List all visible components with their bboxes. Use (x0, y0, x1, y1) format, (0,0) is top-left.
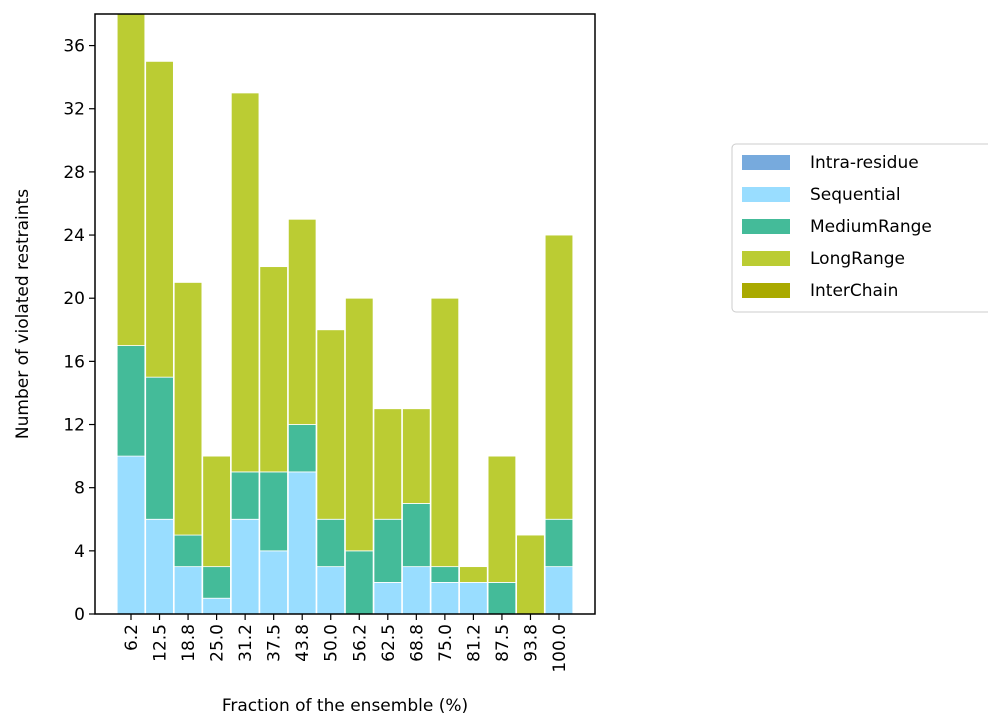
bar-segment (230, 471, 260, 520)
x-tick-label: 31.2 (236, 624, 256, 662)
bar-segment (316, 566, 345, 615)
y-tick-label: 28 (63, 163, 85, 183)
x-tick-label: 18.8 (179, 624, 199, 662)
y-tick-label: 16 (63, 352, 85, 372)
bar-segment (544, 518, 574, 568)
bar-segment (373, 408, 403, 520)
bar-segment (402, 566, 431, 615)
x-axis-label: Fraction of the ensemble (%) (222, 696, 468, 716)
x-tick-label: 37.5 (265, 624, 285, 662)
bar-segment (259, 471, 288, 552)
bar-segment (287, 218, 317, 425)
bar-segment (173, 566, 203, 615)
x-tick-label: 81.2 (464, 624, 484, 662)
bar-segment (202, 597, 231, 615)
bar-segment (145, 376, 174, 520)
bar-segment (316, 518, 345, 568)
plot-frame (94, 13, 596, 615)
bar-segment (230, 518, 260, 615)
bar-segment (345, 297, 374, 552)
x-tick-label: 62.5 (379, 624, 399, 662)
bar-segment (145, 518, 174, 615)
bar-segment (487, 455, 517, 583)
x-tick-label: 25.0 (208, 624, 228, 662)
x-tick-label: 68.8 (407, 624, 427, 662)
legend-swatch (742, 155, 790, 170)
bar-segment (116, 13, 146, 346)
bar-segment (173, 282, 203, 536)
bar-segment (430, 566, 460, 583)
bar-segment (402, 503, 431, 568)
bar-segment (259, 550, 288, 615)
x-tick-label: 43.8 (293, 624, 313, 662)
x-tick-label: 75.0 (436, 624, 456, 662)
legend-swatch (742, 219, 790, 234)
bar-segment (487, 582, 517, 615)
bar-segment (459, 582, 488, 615)
bar-segment (173, 534, 203, 568)
y-tick-label: 32 (63, 100, 85, 120)
y-tick-label: 20 (63, 289, 85, 309)
bar-segment (202, 566, 231, 599)
legend-swatch (742, 251, 790, 266)
legend-label: MediumRange (810, 217, 932, 237)
bar-segment (459, 566, 488, 583)
bar-segment (259, 266, 288, 473)
bar-segment (145, 60, 174, 378)
legend-swatch (742, 283, 790, 298)
y-axis-label: Number of violated restraints (13, 189, 33, 439)
legend-label: Intra-residue (810, 153, 919, 173)
bar-segment (116, 455, 146, 615)
legend-label: LongRange (810, 249, 905, 269)
bar-segment (230, 92, 260, 473)
y-tick-label: 24 (63, 226, 85, 246)
bar-segment (544, 234, 574, 520)
y-tick-label: 36 (63, 37, 85, 57)
legend-label: Sequential (810, 185, 901, 205)
legend-box (731, 143, 988, 313)
x-tick-label: 100.0 (550, 624, 570, 673)
bar-segment (287, 471, 317, 615)
bar-segment (202, 455, 231, 568)
bar-segment (544, 566, 574, 615)
bar-segment (345, 550, 374, 615)
bar-segment (373, 518, 403, 583)
legend-swatch (742, 187, 790, 202)
x-tick-label: 50.0 (322, 624, 342, 662)
x-tick-label: 87.5 (493, 624, 513, 662)
x-tick-label: 12.5 (151, 624, 171, 662)
bar-segment (430, 582, 460, 615)
y-tick-label: 4 (74, 542, 85, 562)
x-tick-label: 56.2 (350, 624, 370, 662)
bar-segment (287, 424, 317, 473)
x-tick-label: 6.2 (122, 624, 142, 651)
legend-label: InterChain (810, 281, 898, 301)
y-tick-label: 12 (63, 416, 85, 436)
x-tick-label: 93.8 (521, 624, 541, 662)
bar-segment (402, 408, 431, 504)
bar-segment (116, 345, 146, 457)
y-tick-label: 8 (74, 479, 85, 499)
bar-segment (516, 534, 545, 615)
bar-segment (373, 582, 403, 615)
bar-segment (430, 297, 460, 568)
y-tick-label: 0 (74, 605, 85, 625)
bar-segment (316, 329, 345, 520)
